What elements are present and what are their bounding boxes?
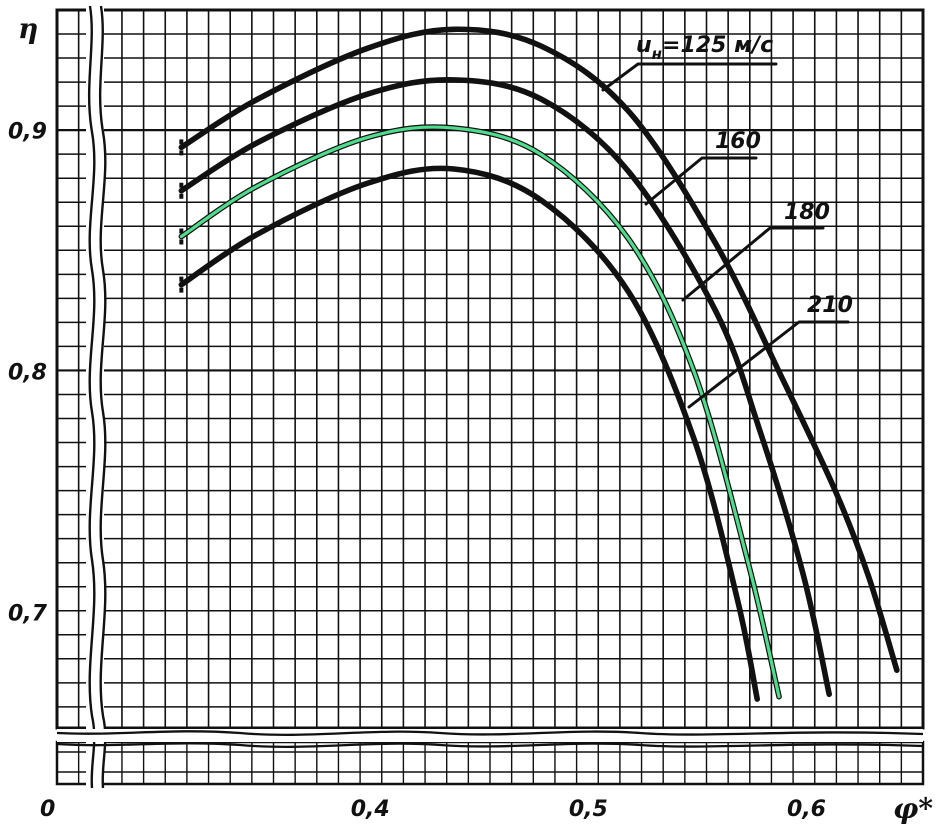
series-line-1 <box>178 26 900 673</box>
origin-label: 0 <box>40 797 55 822</box>
series-label-125: uн=125 м/с <box>636 33 773 63</box>
x-tick-label: 0,4 <box>351 797 390 822</box>
y-tick-label: 0,8 <box>8 360 47 385</box>
right-axis-break-line <box>98 5 107 789</box>
series-label-180: 180 <box>784 200 830 225</box>
upper-x-axis-break-line <box>56 730 924 736</box>
series-leader-line <box>687 320 850 409</box>
curve-layer <box>178 26 900 702</box>
x-axis-title: φ* <box>893 792 933 825</box>
series-leader-line <box>601 62 778 92</box>
series-label-160: 160 <box>715 129 761 154</box>
x-tick-label: 0,5 <box>569 797 608 822</box>
series-label-subscript: н <box>652 45 662 63</box>
series-label-symbol: u <box>636 33 652 58</box>
series-label-210: 210 <box>807 293 853 318</box>
x-tick-label: 0,6 <box>787 797 826 822</box>
series-line-4 <box>178 165 761 702</box>
x-axis-break-gap <box>57 729 923 742</box>
y-tick-label: 0,7 <box>8 601 48 626</box>
y-tick-label: 0,9 <box>8 119 47 144</box>
label-layer: 0,9 0,8 0,7 0,4 0,5 0,6 uн=125 м/с 160 180 210 <box>8 33 853 822</box>
series-line-2 <box>178 76 832 698</box>
highlighted-series-line <box>179 125 781 699</box>
series-label-value: =125 м/с <box>662 33 773 58</box>
series-leader-line <box>681 226 825 302</box>
y-axis-break-gap <box>86 6 104 788</box>
y-axis-title: η <box>18 12 38 45</box>
left-axis-break-line <box>87 5 96 789</box>
lower-x-axis-break-line <box>56 742 924 748</box>
series-leader-line <box>644 156 758 206</box>
